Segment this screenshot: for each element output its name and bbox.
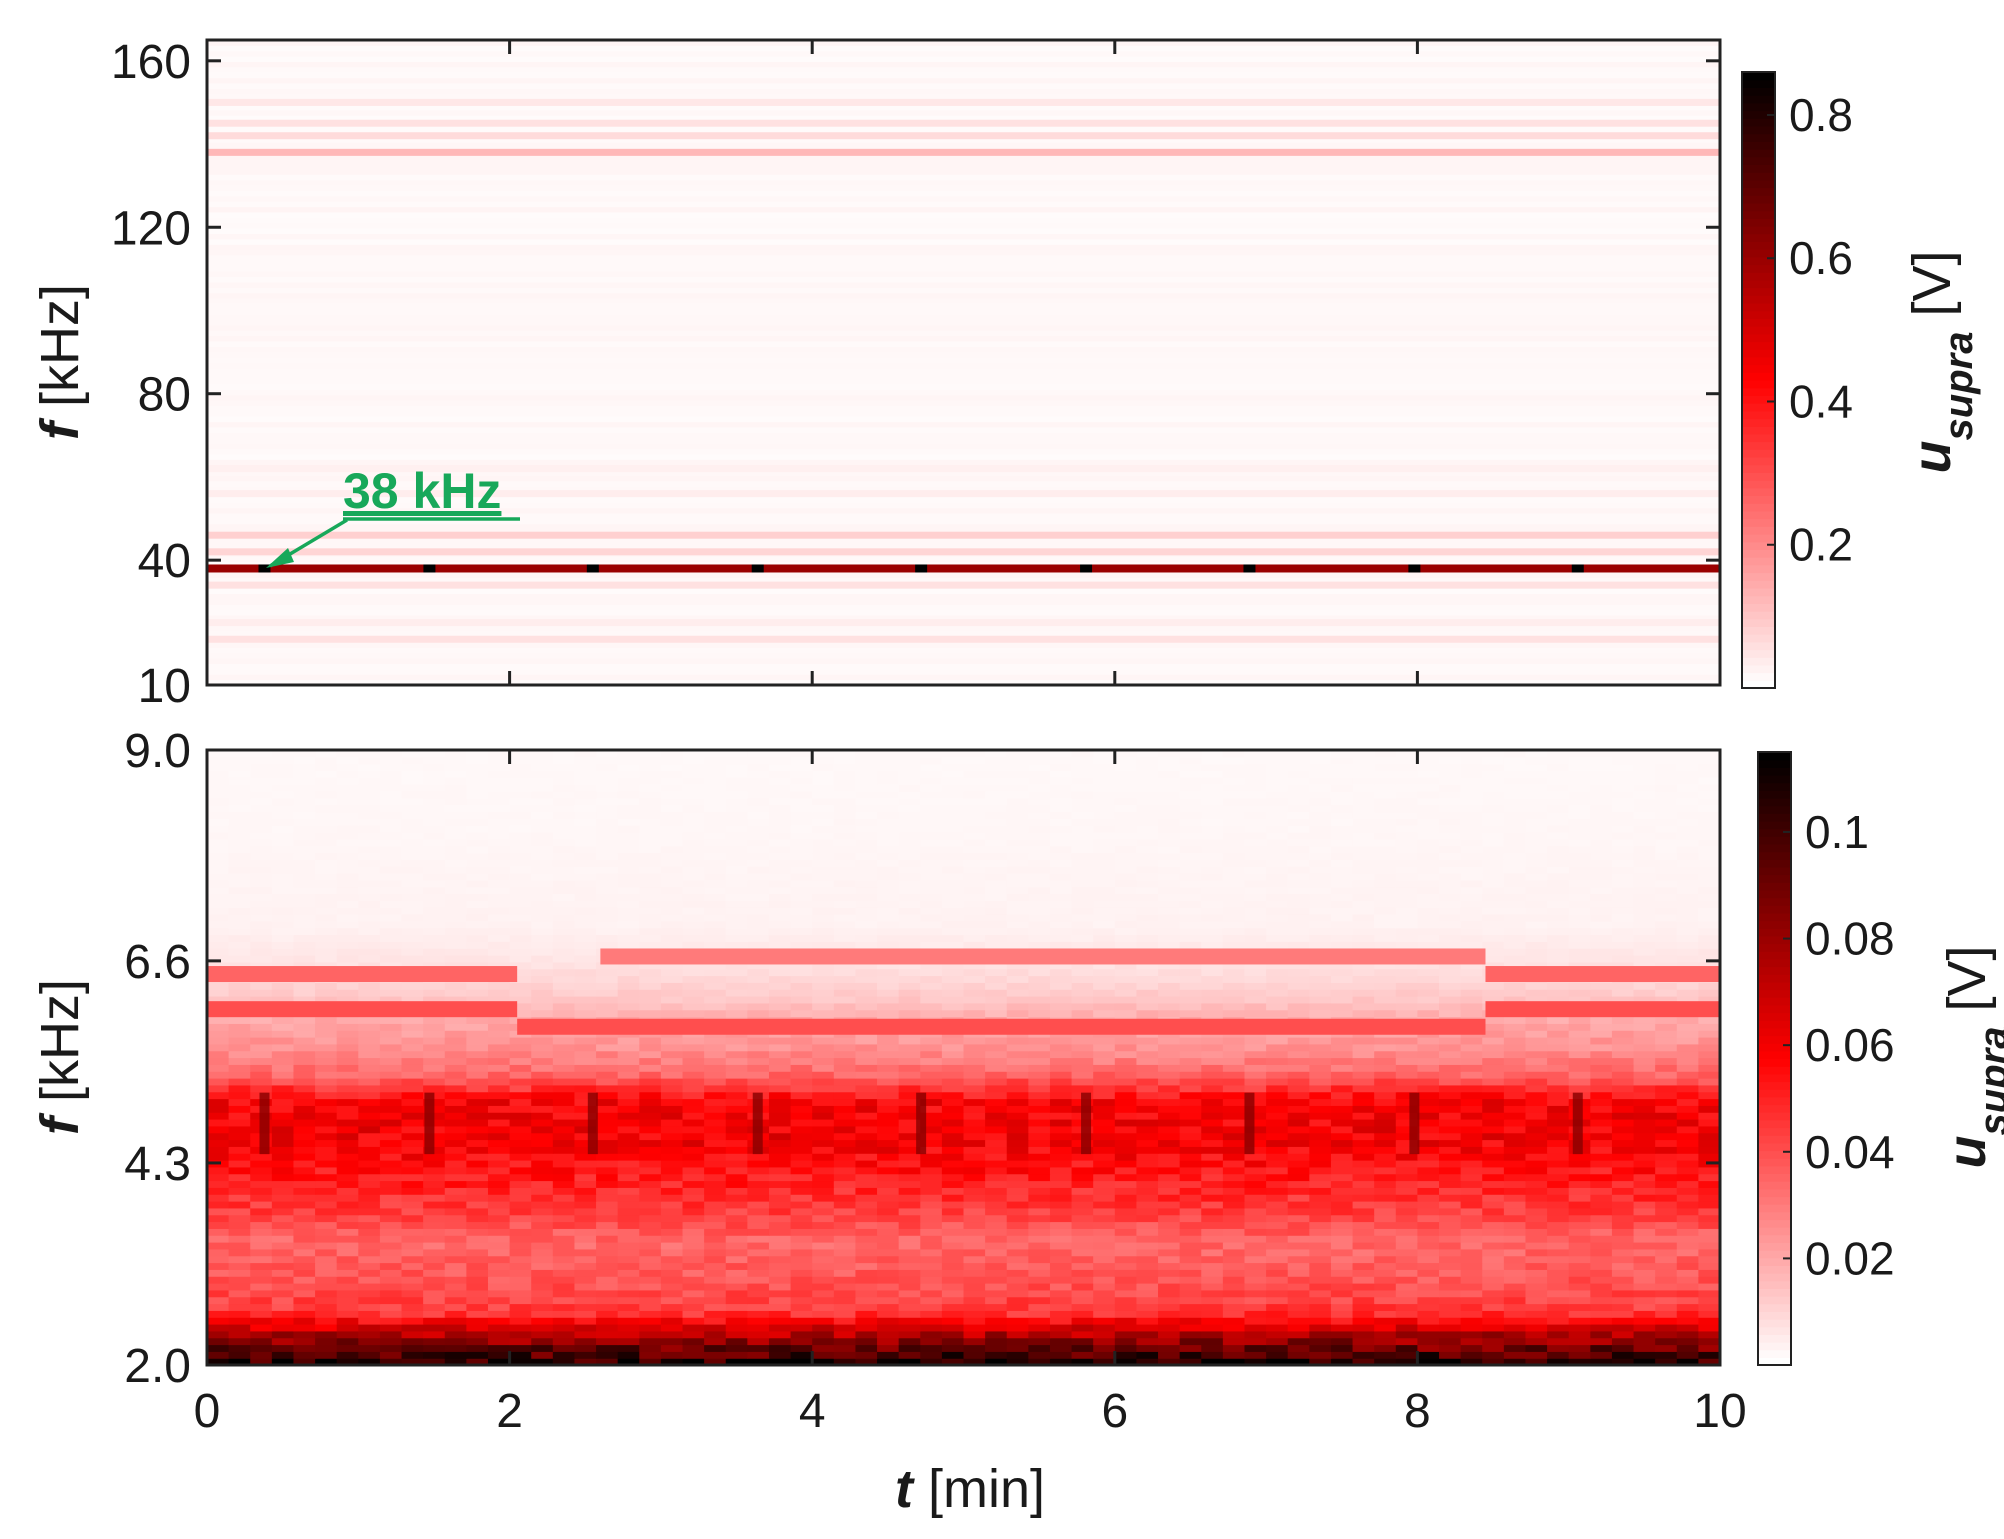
bottom-colorbar-ticks: 0.02 0.04 0.06 0.08 0.1 <box>1783 806 1895 1284</box>
bottom-y-axis-label: f [kHz] <box>30 979 90 1135</box>
bottom-x-ticks: 0 2 4 6 8 10 <box>194 750 1747 1438</box>
bottom-x-tick-label: 8 <box>1404 1385 1431 1438</box>
annotation-38khz: 38 kHz <box>266 463 520 568</box>
top-peak-mark <box>1408 564 1421 573</box>
bottom-y-tick-label: 6.6 <box>124 936 191 989</box>
bottom-colorbar-tick-label: 0.1 <box>1805 806 1869 858</box>
top-y-tick-label: 120 <box>111 202 191 255</box>
bottom-switching-band <box>600 948 1486 965</box>
top-x-ticks <box>508 40 1419 685</box>
bottom-colorbar-frame <box>1757 751 1792 1366</box>
top-colorbar-tick-label: 0.4 <box>1789 375 1853 427</box>
top-y-tick-label: 10 <box>138 660 191 713</box>
bottom-colorbar-tick-label: 0.08 <box>1805 913 1895 965</box>
top-colorbar-frame <box>1741 71 1776 689</box>
top-colorbar-label: usupra [V] <box>1902 251 1981 474</box>
bottom-vertical-streak <box>424 1092 435 1155</box>
bottom-x-axis-label: t [min] <box>895 1459 1045 1519</box>
bottom-colorbar-label: usupra [V] <box>1937 946 2004 1169</box>
bottom-heatmap-marks <box>207 948 1720 1155</box>
annotation-arrowhead <box>266 548 294 568</box>
top-colorbar <box>1741 71 1776 689</box>
top-band-25khz <box>207 619 1720 627</box>
top-peak-mark <box>751 564 764 573</box>
bottom-vertical-streak <box>1409 1092 1420 1155</box>
top-peak-mark <box>423 564 436 573</box>
top-band-150khz <box>207 98 1720 106</box>
top-y-axis-label: f [kHz] <box>30 284 90 440</box>
top-peak-mark <box>258 564 271 573</box>
top-y-ticks: 10 40 80 120 160 <box>111 36 1720 713</box>
top-band-34khz <box>207 581 1720 589</box>
top-band-46khz <box>207 531 1720 539</box>
bottom-switching-band <box>1485 966 1720 983</box>
bottom-x-tick-label: 10 <box>1693 1385 1746 1438</box>
bottom-y-ticks: 2.0 4.3 6.6 9.0 <box>124 725 1720 1393</box>
top-colorbar-tick-label: 0.6 <box>1789 232 1853 284</box>
top-y-tick-label: 80 <box>138 369 191 422</box>
bottom-colorbar <box>1757 751 1792 1366</box>
bottom-vertical-streak <box>752 1092 763 1155</box>
top-band-42khz <box>207 548 1720 556</box>
bottom-colorbar-tick-label: 0.02 <box>1805 1232 1895 1284</box>
bottom-axes-frame <box>205 748 1722 1367</box>
top-band-21khz <box>207 635 1720 643</box>
top-band-38khz <box>207 564 1720 573</box>
bottom-x-tick-label: 2 <box>496 1385 523 1438</box>
bottom-switching-band <box>1485 1001 1720 1018</box>
top-peak-mark <box>1080 564 1093 573</box>
top-band-142khz <box>207 132 1720 140</box>
bottom-heatmap-plot-area <box>207 750 1721 1366</box>
top-peak-mark <box>915 564 928 573</box>
bottom-y-tick-label: 2.0 <box>124 1340 191 1393</box>
bottom-y-tick-label: 9.0 <box>124 725 191 778</box>
top-band-62khz <box>207 465 1720 473</box>
top-axes-frame <box>205 38 1722 687</box>
bottom-y-tick-label: 4.3 <box>124 1138 191 1191</box>
top-y-tick-label: 40 <box>138 535 191 588</box>
top-heatmap-panel: 10 40 80 120 160 f [kHz] 38 kHz 0.2 0.4 0.6 0.8… <box>30 36 1981 713</box>
bottom-switching-band <box>207 966 518 983</box>
top-peak-mark <box>1243 564 1256 573</box>
annotation-text: 38 kHz <box>343 463 501 519</box>
top-peak-mark <box>586 564 599 573</box>
bottom-switching-band <box>517 1018 1486 1035</box>
bottom-x-tick-label: 0 <box>194 1385 221 1438</box>
top-peak-mark <box>1571 564 1584 573</box>
top-colorbar-tick-label: 0.8 <box>1789 89 1853 141</box>
bottom-x-tick-label: 4 <box>799 1385 826 1438</box>
bottom-colorbar-tick-label: 0.04 <box>1805 1126 1895 1178</box>
bottom-colorbar-tick-label: 0.06 <box>1805 1019 1895 1071</box>
top-y-tick-label: 160 <box>111 36 191 89</box>
bottom-vertical-streak <box>1572 1092 1583 1155</box>
top-colorbar-tick-label: 0.2 <box>1789 519 1853 571</box>
bottom-vertical-streak <box>587 1092 598 1155</box>
bottom-heatmap-panel: 0 2 4 6 8 10 2.0 4.3 6.6 9.0 f [kHz] t [min] 0.0… <box>30 725 2004 1519</box>
bottom-switching-band <box>207 1001 518 1018</box>
top-band-138khz <box>207 148 1720 156</box>
bottom-vertical-streak <box>916 1092 927 1155</box>
top-colorbar-ticks: 0.2 0.4 0.6 0.8 <box>1767 89 1853 571</box>
bottom-vertical-streak <box>259 1092 270 1155</box>
bottom-vertical-streak <box>1081 1092 1092 1155</box>
top-band-56khz <box>207 490 1720 498</box>
bottom-vertical-streak <box>1244 1092 1255 1155</box>
top-band-145khz <box>207 119 1720 127</box>
bottom-x-tick-label: 6 <box>1101 1385 1128 1438</box>
top-heatmap-marks <box>207 98 1720 643</box>
